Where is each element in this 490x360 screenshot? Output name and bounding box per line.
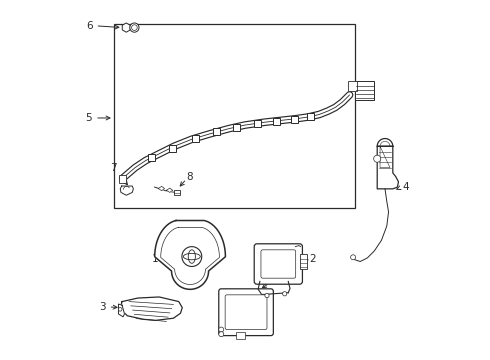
Bar — [254, 120, 261, 127]
Circle shape — [219, 332, 224, 337]
Text: 6: 6 — [86, 21, 93, 31]
Bar — [147, 154, 155, 161]
Text: 9: 9 — [271, 276, 278, 286]
Circle shape — [219, 327, 224, 332]
Circle shape — [130, 23, 139, 32]
Text: 5: 5 — [85, 113, 92, 123]
Bar — [273, 118, 280, 125]
FancyBboxPatch shape — [254, 244, 302, 284]
Text: 4: 4 — [403, 182, 409, 192]
Text: 8: 8 — [187, 172, 193, 182]
Circle shape — [265, 293, 269, 298]
Text: 1: 1 — [151, 254, 158, 264]
Bar — [174, 190, 180, 195]
Bar — [213, 128, 220, 135]
FancyBboxPatch shape — [225, 295, 267, 329]
Polygon shape — [120, 186, 133, 195]
Bar — [233, 123, 240, 131]
Bar — [299, 255, 307, 269]
Text: 3: 3 — [99, 302, 106, 312]
Polygon shape — [120, 297, 182, 320]
Text: 7: 7 — [111, 163, 117, 173]
Bar — [307, 113, 314, 120]
Circle shape — [374, 155, 381, 162]
Polygon shape — [166, 188, 172, 192]
Text: 2: 2 — [309, 254, 316, 264]
Bar — [192, 135, 199, 142]
Circle shape — [283, 292, 287, 296]
Polygon shape — [119, 304, 124, 317]
Bar — [169, 145, 176, 152]
Bar — [348, 81, 357, 91]
Bar — [119, 175, 125, 183]
Polygon shape — [158, 186, 165, 191]
Bar — [114, 24, 355, 208]
Bar — [355, 81, 374, 100]
Polygon shape — [155, 221, 225, 289]
FancyBboxPatch shape — [261, 250, 295, 278]
Bar — [291, 116, 298, 123]
Bar — [236, 332, 245, 339]
Circle shape — [132, 25, 137, 31]
Circle shape — [182, 247, 202, 266]
FancyBboxPatch shape — [219, 289, 273, 336]
Circle shape — [119, 307, 122, 311]
Polygon shape — [377, 139, 398, 189]
Circle shape — [351, 255, 356, 260]
